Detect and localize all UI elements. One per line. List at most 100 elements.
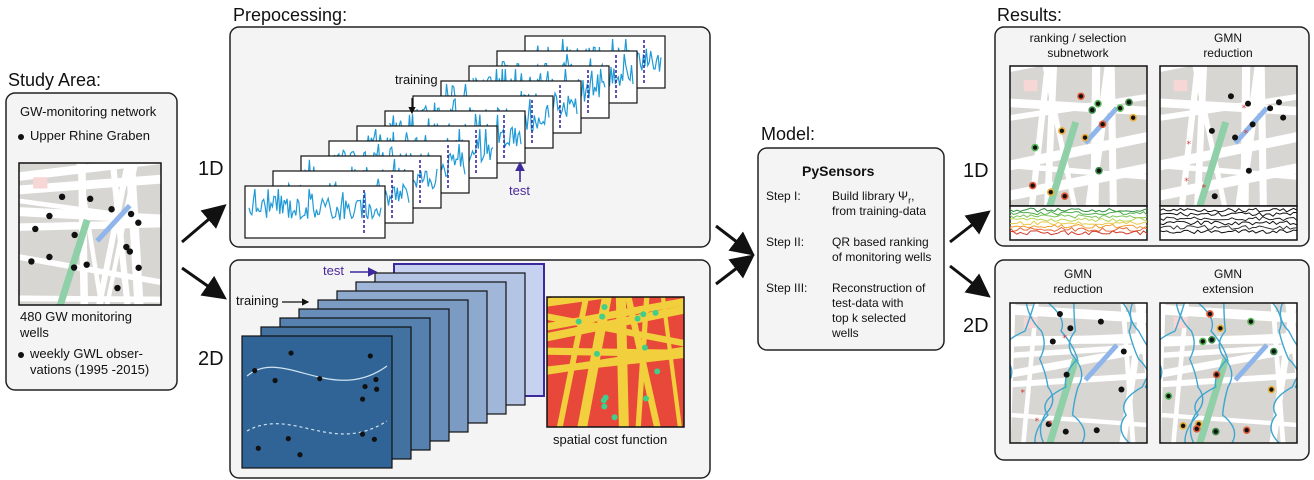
well-marker [32, 225, 39, 233]
strip-series-line [1009, 214, 1148, 220]
well-marker [1267, 105, 1274, 112]
well-marker [654, 368, 661, 375]
well-marker [58, 193, 66, 201]
street [96, 163, 131, 305]
well-marker [1245, 167, 1252, 174]
well-marker [70, 264, 78, 271]
water-strip [1233, 343, 1269, 382]
well-marker [652, 309, 659, 316]
well-marker [1118, 386, 1125, 393]
street [19, 254, 161, 286]
observations-label-2: vations (1995 -2015) [30, 362, 150, 377]
timeseries-line [248, 188, 382, 221]
well-marker [1116, 104, 1124, 113]
step-3-text-3: top k selected [832, 311, 907, 325]
removed-well-marker: * [1184, 177, 1189, 187]
water-strip [95, 203, 132, 243]
contour-line [1175, 303, 1204, 443]
slab-well-marker [297, 452, 303, 458]
well-marker [1216, 324, 1225, 333]
well-marker [1049, 338, 1056, 345]
street [1010, 131, 1147, 171]
result-2d-left-subtitle: reduction [1053, 282, 1103, 296]
well-marker [1211, 193, 1218, 200]
well-marker [593, 350, 600, 357]
strip-series-line [1159, 211, 1298, 217]
well-marker [123, 243, 130, 251]
street [1028, 66, 1051, 206]
well-marker [127, 210, 135, 218]
slab-well-marker [359, 431, 366, 437]
street [1119, 303, 1147, 443]
result-2d-right-subtitle: extension [1202, 282, 1254, 296]
step-2-text-2: of monitoring wells [832, 250, 932, 264]
slab-well-marker [362, 383, 368, 390]
dim-label-1d: 1D [198, 158, 224, 180]
map-layer: * * * * [1010, 303, 1147, 443]
map-layer: * * * * * [1160, 66, 1297, 206]
well-marker [601, 303, 608, 310]
result-reduction-map-2d: * * * * [1009, 302, 1148, 444]
observations-label-1: weekly GWL obser- [30, 346, 143, 361]
well-marker [1060, 192, 1069, 201]
strip-series-line [1010, 220, 1148, 226]
result-2d-right-title: GMN [1214, 267, 1242, 281]
result-reduction-map-1d: * * * * * [1159, 65, 1298, 241]
arrow-model-to-1d [949, 210, 991, 244]
well-marker [1097, 318, 1104, 325]
well-marker [1275, 99, 1282, 106]
park-strip [1196, 120, 1230, 206]
strip-series-line [1009, 223, 1148, 229]
map-layer [1160, 303, 1297, 443]
street [1010, 66, 1041, 73]
well-marker [126, 248, 134, 255]
spatial-slab-stack [241, 263, 545, 469]
street [556, 297, 590, 427]
spatial-slab [241, 335, 393, 469]
street [1010, 335, 1147, 345]
well-marker [135, 219, 142, 226]
water-strip [1083, 343, 1119, 382]
step-1-text: Build library Ψr, [832, 189, 915, 206]
removed-well-marker: * [1242, 104, 1247, 114]
training-label-2d: training [236, 293, 279, 308]
arrow-model-to-2d [949, 264, 991, 298]
well-marker [87, 195, 94, 203]
street [1160, 162, 1297, 180]
street [577, 297, 612, 427]
map-border [18, 162, 162, 306]
street [547, 350, 684, 374]
well-marker [46, 253, 53, 261]
step-3-label: Step III: [766, 281, 808, 295]
well-marker [1232, 134, 1239, 141]
well-marker [46, 212, 53, 220]
street [19, 198, 161, 223]
training-label-1d: training [395, 72, 438, 87]
removed-well-marker: * [1186, 140, 1191, 150]
result-extension-map [1159, 302, 1298, 444]
street [1120, 303, 1136, 443]
street [1160, 93, 1297, 121]
section-title-preprocessing: Prepocessing: [233, 5, 348, 25]
park-strip [1196, 357, 1230, 443]
street [635, 297, 650, 427]
well-marker [1211, 427, 1220, 436]
street [1178, 66, 1201, 206]
well-marker [1046, 188, 1055, 196]
model-panel [757, 147, 945, 351]
well-marker [600, 397, 607, 404]
contour-line [1160, 303, 1186, 382]
strip-series-line [1159, 216, 1298, 222]
well-marker [1267, 385, 1276, 394]
well-marker [1208, 127, 1215, 134]
street [1160, 66, 1191, 73]
contour-line [1270, 303, 1297, 443]
map-layer [19, 163, 161, 305]
street [125, 163, 144, 305]
well-marker [1045, 421, 1052, 428]
well-marker [1212, 370, 1221, 379]
highlight-block [1023, 80, 1038, 92]
well-marker [1062, 428, 1069, 435]
strip-series-line [1009, 217, 1148, 223]
